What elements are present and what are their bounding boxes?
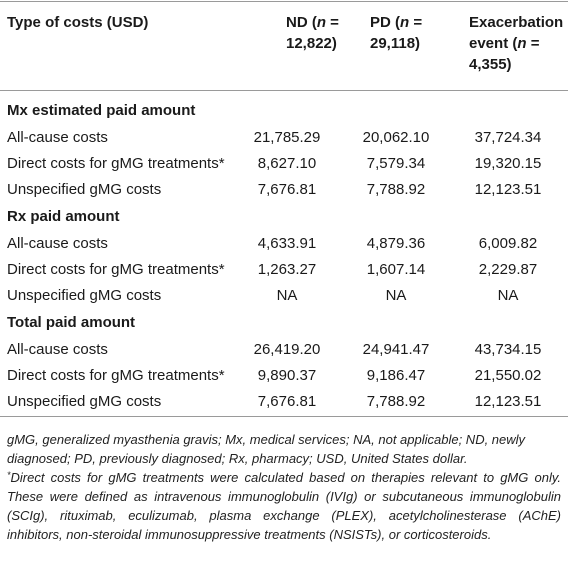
row-value-nd: 7,676.81 xyxy=(257,181,317,198)
section-title-mx: Mx estimated paid amount xyxy=(7,102,196,119)
row-label: Unspecified gMG costs xyxy=(7,393,162,410)
row-value-nd: 9,890.37 xyxy=(257,367,317,384)
row-label: All-cause costs xyxy=(7,235,108,252)
section-title-total: Total paid amount xyxy=(7,314,136,331)
row-value-nd: 7,676.81 xyxy=(257,393,317,410)
header-bottom-rule xyxy=(0,90,568,91)
row-label: Unspecified gMG costs xyxy=(7,181,162,198)
row-value-pd: 9,186.47 xyxy=(366,367,426,384)
header-pd: PD (n = 29,118) xyxy=(370,14,423,52)
row-label: All-cause costs xyxy=(7,129,108,146)
table-bottom-rule xyxy=(0,416,568,417)
header-exacerbation: Exacerbation event (n = 4,355) xyxy=(469,14,564,73)
row-value-pd: 7,579.34 xyxy=(366,155,426,172)
row-value-nd: 26,419.20 xyxy=(253,341,321,358)
row-value-nd: 4,633.91 xyxy=(257,235,317,252)
footnote-abbreviations: gMG, generalized myasthenia gravis; Mx, … xyxy=(7,432,526,466)
table-top-rule xyxy=(0,1,568,2)
footnote-direct-costs: *Direct costs for gMG treatments were ca… xyxy=(7,468,561,544)
row-value-nd: 8,627.10 xyxy=(257,155,317,172)
row-label: Direct costs for gMG treatments* xyxy=(7,155,225,172)
row-value-ex: 21,550.02 xyxy=(474,367,542,384)
row-value-ex: 6,009.82 xyxy=(478,235,538,252)
row-value-ex: 2,229.87 xyxy=(478,261,538,278)
section-title-rx: Rx paid amount xyxy=(7,208,120,225)
row-label: Direct costs for gMG treatments* xyxy=(7,367,225,384)
row-value-ex: 37,724.34 xyxy=(474,129,542,146)
row-value-ex: NA xyxy=(497,287,519,304)
row-label: All-cause costs xyxy=(7,341,108,358)
header-type-of-costs: Type of costs (USD) xyxy=(7,14,149,31)
row-value-nd: 21,785.29 xyxy=(253,129,321,146)
row-label: Unspecified gMG costs xyxy=(7,287,162,304)
row-value-pd: 24,941.47 xyxy=(362,341,430,358)
row-value-ex: 43,734.15 xyxy=(474,341,542,358)
row-value-pd: 20,062.10 xyxy=(362,129,430,146)
row-value-ex: 12,123.51 xyxy=(474,393,542,410)
row-value-nd: NA xyxy=(276,287,298,304)
row-value-pd: 1,607.14 xyxy=(366,261,426,278)
row-value-ex: 12,123.51 xyxy=(474,181,542,198)
header-nd: ND (n = 12,822) xyxy=(286,14,339,52)
row-value-pd: 4,879.36 xyxy=(366,235,426,252)
row-value-ex: 19,320.15 xyxy=(474,155,542,172)
footnote-direct-costs-text: Direct costs for gMG treatments were cal… xyxy=(7,470,561,542)
row-value-pd: 7,788.92 xyxy=(366,393,426,410)
row-label: Direct costs for gMG treatments* xyxy=(7,261,225,278)
asterisk-mark: * xyxy=(7,470,11,480)
row-value-pd: NA xyxy=(385,287,407,304)
row-value-pd: 7,788.92 xyxy=(366,181,426,198)
row-value-nd: 1,263.27 xyxy=(257,261,317,278)
